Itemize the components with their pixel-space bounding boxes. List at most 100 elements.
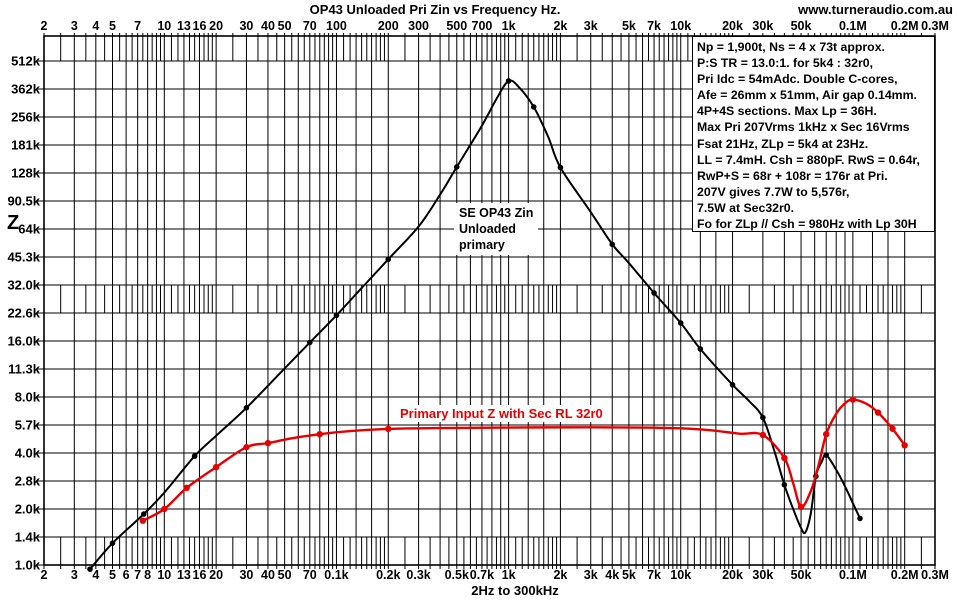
x-tick-label-bottom: 16 xyxy=(193,568,207,582)
website-link: www.turneraudio.com.au xyxy=(798,2,953,17)
x-tick-label-top: 70 xyxy=(303,19,317,33)
y-tick-label: 16.0k xyxy=(7,334,40,349)
x-tick-label-top: 10 xyxy=(157,19,171,33)
x-tick-label-bottom: 2k xyxy=(553,568,567,582)
x-tick-label-top: 0.1M xyxy=(839,19,867,33)
data-point xyxy=(781,481,788,488)
x-tick-label-bottom: 5 xyxy=(109,568,116,582)
data-point xyxy=(264,439,272,447)
x-tick-label-top: 5k xyxy=(622,19,636,33)
x-tick-label-bottom: 7k xyxy=(647,568,661,582)
y-tick-label: 181k xyxy=(11,138,41,153)
x-tick-label-bottom: 70 xyxy=(303,568,317,582)
x-tick-label-top: 3k xyxy=(584,19,598,33)
data-point xyxy=(530,104,537,110)
data-point xyxy=(797,503,805,511)
y-tick-label: 1.0k xyxy=(15,558,41,573)
x-tick-label-bottom: 13 xyxy=(177,568,191,582)
x-tick-label-bottom: 0.1k xyxy=(324,568,348,582)
data-point xyxy=(505,78,512,84)
y-tick-label: 1.4k xyxy=(15,530,41,545)
annotation-line: Afe = 26mm x 51mm, Air gap 0.14mm. xyxy=(697,88,917,103)
y-tick-label: 4.0k xyxy=(15,446,41,461)
data-point xyxy=(385,425,392,433)
x-tick-label-top: 50k xyxy=(791,19,812,33)
data-point xyxy=(889,425,896,432)
annotation-line: Pri Idc = 54mAdc. Double C-cores, xyxy=(697,72,898,87)
x-tick-label-bottom: 0.3M xyxy=(921,568,949,582)
data-point xyxy=(183,484,190,492)
x-tick-label-bottom: 30 xyxy=(239,568,253,582)
x-tick-label-bottom: 50k xyxy=(791,568,812,582)
annotation-line: LL = 7.4mH. Csh = 880pF. RwS = 0.64r, xyxy=(697,152,920,167)
x-tick-label-bottom: 20k xyxy=(722,568,743,582)
annotation-line: RwP+S = 68r + 108r = 176r at Pri. xyxy=(697,168,888,183)
x-tick-label-top: 2 xyxy=(41,19,48,33)
series-label-unloaded: SE OP43 Zin Unloaded primary xyxy=(454,203,539,255)
data-point xyxy=(557,164,564,171)
x-tick-label-top: 50 xyxy=(278,19,292,33)
x-tick-label-bottom: 0.5k xyxy=(445,568,469,582)
y-tick-label: 32.0k xyxy=(7,278,40,293)
annotation-line: Np = 1,900t, Ns = 4 x 73t approx. xyxy=(697,40,885,54)
data-point xyxy=(874,409,882,416)
x-tick-label-bottom: 0.2k xyxy=(376,568,400,582)
x-tick-label-bottom: 3k xyxy=(584,568,598,582)
data-point xyxy=(139,517,147,524)
annotation-line: Max Pri 207Vrms 1kHz x Sec 16Vrms xyxy=(697,120,910,135)
annotation-line: 207V gives 7.7W to 5,576r, xyxy=(697,184,850,199)
x-tick-label-bottom: 6 xyxy=(123,568,130,582)
y-tick-label: 128k xyxy=(11,166,41,181)
data-point xyxy=(212,463,220,471)
x-tick-label-top: 500 xyxy=(446,19,467,33)
chart-title: OP43 Unloaded Pri Zin vs Frequency Hz. xyxy=(309,2,561,17)
x-tick-label-bottom: 50 xyxy=(278,568,292,582)
x-tick-label-top: 7 xyxy=(134,19,141,33)
y-tick-label: 5.7k xyxy=(15,418,41,433)
data-point xyxy=(697,346,704,352)
data-point xyxy=(385,256,392,263)
y-tick-label: 90.5k xyxy=(7,194,40,209)
x-tick-label-bottom: 4 xyxy=(92,568,99,582)
data-point xyxy=(729,382,736,388)
data-point xyxy=(87,566,93,572)
data-point xyxy=(161,505,168,513)
y-tick-label: 64k xyxy=(18,222,40,237)
x-tick-label-top: 4 xyxy=(92,19,99,33)
y-tick-label: 512k xyxy=(11,54,41,69)
x-axis-caption: 2Hz to 300kHz xyxy=(471,583,559,598)
x-tick-label-bottom: 0.7k xyxy=(470,568,494,582)
x-tick-label-top: 13 xyxy=(177,19,191,33)
x-tick-label-bottom: 0.2M xyxy=(891,568,919,582)
data-point xyxy=(109,540,116,546)
x-tick-label-bottom: 0.1M xyxy=(839,568,867,582)
data-point xyxy=(781,454,788,462)
y-tick-label: 256k xyxy=(11,110,41,125)
x-tick-label-top: 30k xyxy=(752,19,773,33)
x-tick-label-top: 3 xyxy=(71,19,78,33)
annotation-line: 4P+4S sections. Max Lp = 36H. xyxy=(697,104,877,119)
x-tick-label-top: 100 xyxy=(326,19,347,33)
x-tick-label-bottom: 40 xyxy=(261,568,275,582)
plot-border xyxy=(43,35,936,566)
data-point xyxy=(243,443,250,451)
data-point xyxy=(823,430,830,438)
data-point xyxy=(141,511,147,517)
annotation-line: Fsat 21Hz, ZLp = 5k4 at 23Hz. xyxy=(697,136,869,151)
x-tick-label-bottom: 2 xyxy=(41,568,48,582)
x-tick-label-bottom: 4k xyxy=(605,568,619,582)
y-tick-label: 8.0k xyxy=(15,390,41,405)
x-tick-label-top: 10k xyxy=(670,19,691,33)
data-point xyxy=(823,452,830,458)
annotation-line: Fo for ZLp // Csh = 980Hz with Lp 30H xyxy=(697,217,917,232)
x-tick-label-top: 30 xyxy=(239,19,253,33)
x-tick-label-top: 300 xyxy=(408,19,429,33)
series-label-line: Unloaded xyxy=(459,222,516,236)
x-tick-label-bottom: 5k xyxy=(622,568,636,582)
x-tick-label-top: 20k xyxy=(722,19,743,33)
y-tick-label: 2.8k xyxy=(15,474,41,489)
x-tick-label-bottom: 30k xyxy=(752,568,773,582)
x-tick-label-bottom: 8 xyxy=(144,568,151,582)
